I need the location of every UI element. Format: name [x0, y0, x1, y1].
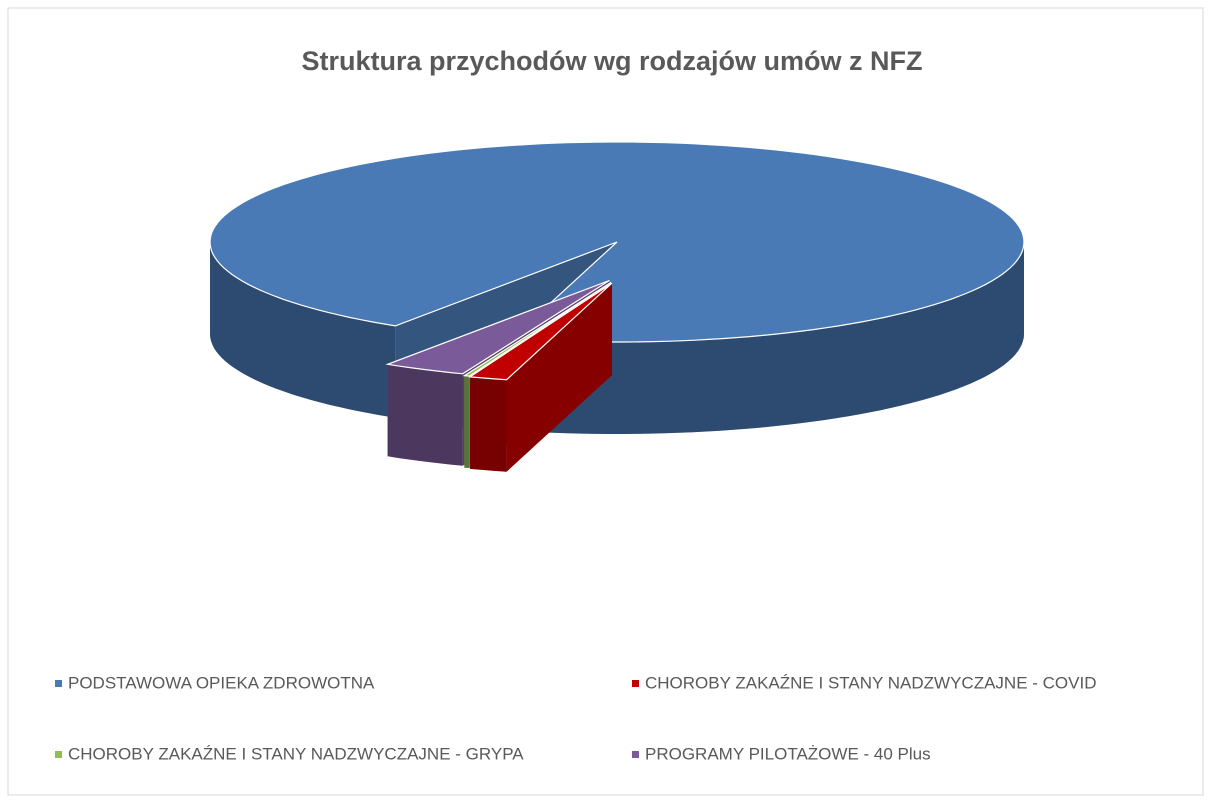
- slice-top: [468, 282, 613, 381]
- slice-side-shade: [210, 242, 396, 418]
- slice-side-shade: [464, 375, 470, 469]
- slice-side: [210, 242, 396, 418]
- legend-swatch: [55, 751, 62, 758]
- legend-label: PODSTAWOWA OPIEKA ZDROWOTNA: [68, 673, 375, 692]
- slice-side: [387, 364, 463, 466]
- slice-side: [470, 376, 507, 472]
- slice-side-shade: [470, 376, 507, 472]
- legend-swatch: [55, 680, 62, 687]
- slice: [468, 282, 613, 472]
- slice-top: [462, 281, 612, 377]
- slice-side: [464, 375, 470, 469]
- slice: [209, 141, 1025, 434]
- slice-top: [385, 279, 610, 375]
- pie: [209, 141, 1025, 472]
- legend-swatch: [632, 751, 639, 758]
- chart-title: Struktura przychodów wg rodzajów umów z …: [301, 46, 922, 76]
- legend: PODSTAWOWA OPIEKA ZDROWOTNA CHOROBY ZAKAŹ…: [55, 673, 1097, 763]
- slice-side: [511, 242, 1024, 434]
- slice-top: [209, 141, 1025, 343]
- legend-label: CHOROBY ZAKAŹNE I STANY NADZWYCZAJNE - C…: [645, 673, 1097, 692]
- legend-label: PROGRAMY PILOTAŻOWE - 40 Plus: [645, 744, 931, 763]
- legend-label: CHOROBY ZAKAŹNE I STANY NADZWYCZAJNE - G…: [68, 744, 524, 763]
- legend-swatch: [632, 680, 639, 687]
- slice-side-shade: [511, 242, 1024, 434]
- slice-side-shade: [387, 364, 463, 466]
